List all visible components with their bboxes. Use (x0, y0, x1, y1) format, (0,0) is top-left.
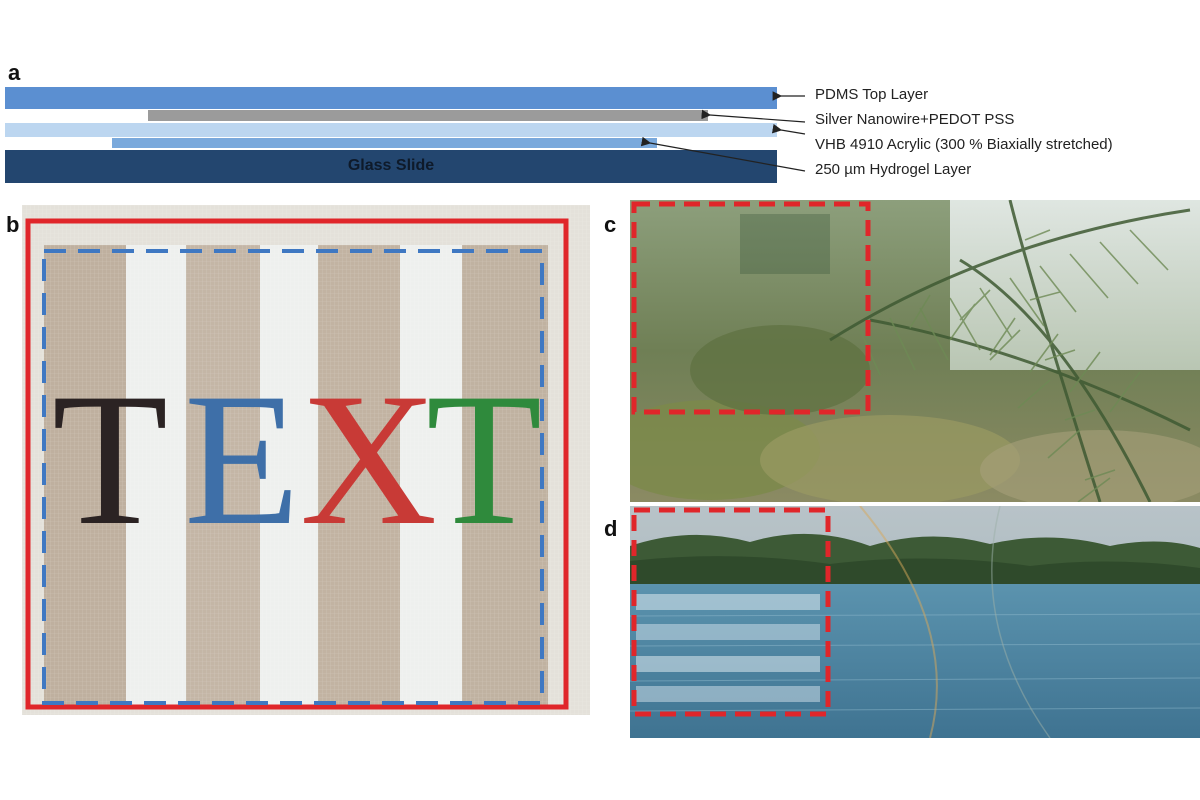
panel-b-graphic: T E X T (22, 205, 590, 715)
panel-label-b: b (6, 212, 20, 237)
label-pdms: PDMS Top Layer (815, 86, 929, 103)
panel-d-graphic (630, 506, 1200, 738)
panel-c-photo (630, 200, 1200, 502)
layer-arrows (640, 91, 806, 172)
arrow-hydrogel (640, 136, 806, 172)
panel-b-photo: T E X T (22, 205, 590, 715)
glass-slide-layer: Glass Slide (5, 150, 777, 183)
glass-slide-label: Glass Slide (347, 157, 435, 174)
arrow-vhb (771, 123, 806, 135)
label-vhb: VHB 4910 Acrylic (300 % Biaxially stretc… (815, 136, 1113, 153)
panel-c-red-dashed-frame (631, 201, 871, 415)
vhb-acrylic-layer (5, 123, 777, 137)
hydrogel-layer (112, 138, 657, 148)
panel-c-graphic (630, 200, 1200, 502)
letter-e: E (184, 355, 300, 565)
red-frame (25, 218, 569, 710)
pdms-top-layer (5, 87, 777, 109)
letter-t1: T (52, 355, 168, 565)
panel-d-photo (630, 506, 1200, 738)
letter-t2: T (426, 355, 542, 565)
panel-label-a: a (8, 60, 21, 85)
arrow-silver (701, 109, 806, 123)
label-hydrogel: 250 µm Hydrogel Layer (815, 161, 972, 178)
layer-stack-diagram: Glass Slide PDMS Top Layer Silver Nanowi… (0, 0, 1200, 200)
panel-label-d: d (604, 516, 618, 541)
blue-dashed-frame (42, 249, 544, 705)
label-silver: Silver Nanowire+PEDOT PSS (815, 111, 1015, 128)
letter-x: X (300, 355, 437, 565)
silver-nanowire-layer (148, 110, 708, 121)
panel-label-c: c (604, 212, 617, 237)
